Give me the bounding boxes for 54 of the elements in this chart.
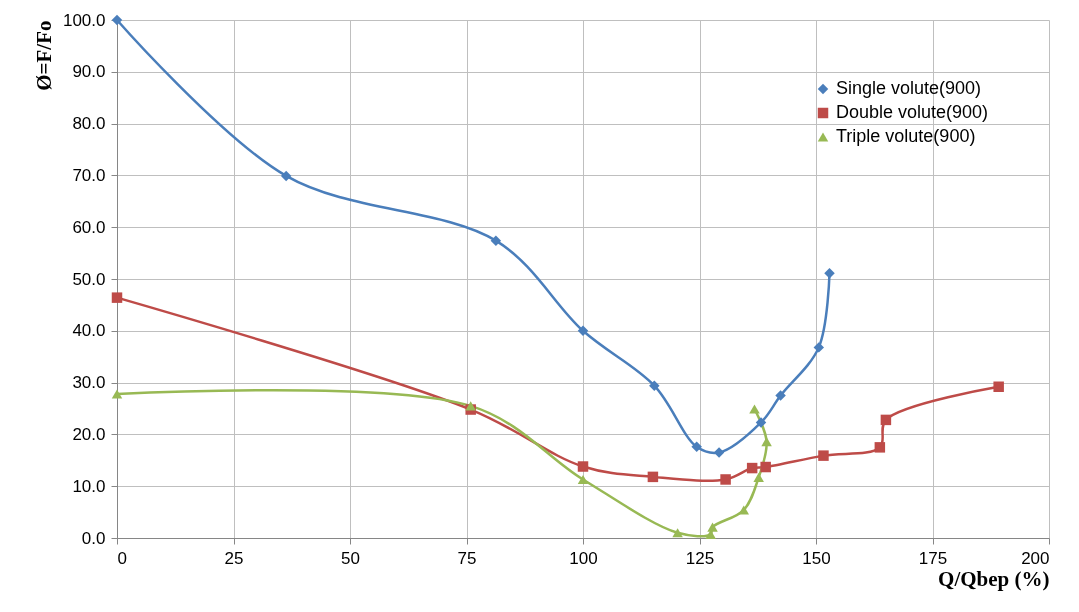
point bbox=[818, 450, 829, 461]
point bbox=[280, 170, 292, 182]
point bbox=[746, 462, 758, 474]
point bbox=[647, 471, 659, 483]
x-tick-label: 200 bbox=[1021, 548, 1050, 568]
y-axis-title: Ø=F/Fo bbox=[31, 20, 56, 91]
point bbox=[738, 505, 750, 515]
point bbox=[691, 441, 702, 453]
point bbox=[672, 528, 683, 538]
point bbox=[760, 461, 771, 473]
y-tick-label: 10.0 bbox=[72, 476, 106, 496]
point bbox=[490, 235, 502, 246]
point bbox=[749, 404, 760, 414]
point bbox=[713, 447, 725, 458]
legend-label: Triple volute(900) bbox=[836, 126, 976, 146]
y-tick-label: 70.0 bbox=[72, 165, 106, 185]
x-tick-label: 25 bbox=[224, 548, 244, 568]
legend-label: Double volute(900) bbox=[836, 102, 989, 122]
y-tick-label: 80.0 bbox=[72, 114, 106, 134]
x-tick-label: 100 bbox=[569, 548, 598, 568]
point bbox=[577, 474, 589, 485]
point bbox=[813, 342, 825, 353]
point bbox=[761, 437, 772, 447]
x-tick-label: 75 bbox=[457, 548, 477, 568]
point bbox=[720, 474, 731, 485]
y-tick-label: 20.0 bbox=[72, 424, 106, 444]
x-tick-label: 125 bbox=[685, 548, 715, 568]
y-tick-label: 100.0 bbox=[62, 10, 106, 30]
point bbox=[465, 401, 476, 411]
point bbox=[577, 461, 589, 472]
point bbox=[880, 414, 892, 426]
point bbox=[111, 389, 123, 399]
x-tick-label: 50 bbox=[341, 548, 360, 568]
point bbox=[993, 381, 1004, 392]
point bbox=[649, 380, 660, 391]
point bbox=[824, 268, 835, 279]
x-tick-label: 175 bbox=[918, 548, 948, 568]
point bbox=[577, 325, 589, 337]
y-tick-label: 0.0 bbox=[81, 528, 106, 548]
point bbox=[753, 472, 764, 482]
y-tick-label: 30.0 bbox=[72, 373, 106, 393]
point bbox=[707, 522, 718, 532]
y-tick-label: 60.0 bbox=[72, 217, 106, 237]
point bbox=[755, 417, 767, 428]
y-tick-label: 50.0 bbox=[72, 269, 106, 289]
x-tick-label: 0 bbox=[117, 548, 127, 568]
x-tick-label: 150 bbox=[802, 548, 831, 568]
point bbox=[874, 442, 886, 453]
point bbox=[111, 292, 123, 303]
legend-label: Single volute(900) bbox=[836, 78, 982, 98]
point bbox=[775, 390, 786, 401]
y-tick-label: 90.0 bbox=[72, 62, 106, 82]
y-tick-label: 40.0 bbox=[72, 321, 106, 341]
x-axis-title: Q/Qbep (%) bbox=[938, 566, 1050, 591]
